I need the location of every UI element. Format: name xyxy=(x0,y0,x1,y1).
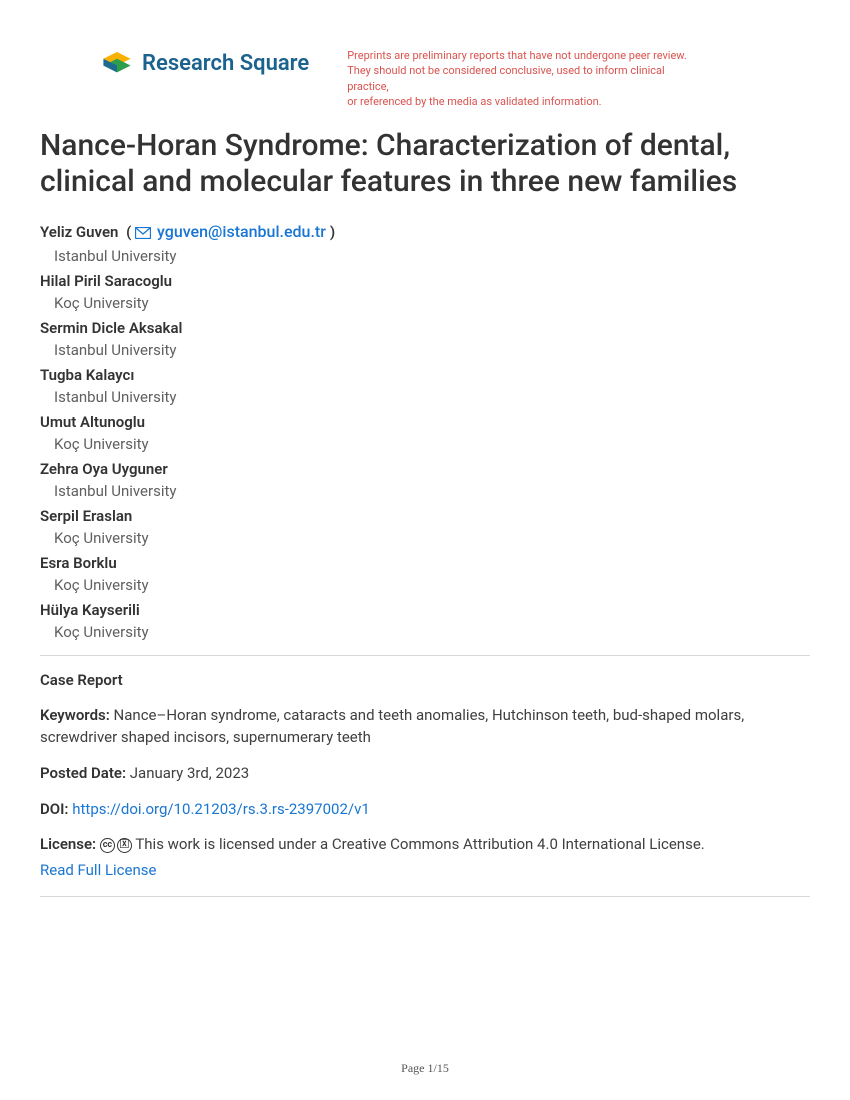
author-affiliation: Koç University xyxy=(54,435,810,453)
doi-link[interactable]: https://doi.org/10.21203/rs.3.rs-2397002… xyxy=(72,800,370,818)
doi-label: DOI: xyxy=(40,800,69,818)
posted-date-row: Posted Date: January 3rd, 2023 xyxy=(40,763,810,785)
author-name: Hilal Piril Saracoglu xyxy=(40,272,172,290)
email-close-paren: ) xyxy=(330,223,335,241)
divider xyxy=(40,655,810,656)
author-name: Hülya Kayserili xyxy=(40,601,140,619)
author-name: Tugba Kalaycı xyxy=(40,366,134,384)
license-text: This work is licensed under a Creative C… xyxy=(135,835,704,853)
author-affiliation: Istanbul University xyxy=(54,341,810,359)
author-email-link[interactable]: yguven@istanbul.edu.tr xyxy=(157,222,326,241)
author-affiliation: Koç University xyxy=(54,623,810,641)
keywords-label: Keywords: xyxy=(40,706,110,724)
author-entry: Sermin Dicle Aksakal xyxy=(40,318,810,337)
author-name: Esra Borklu xyxy=(40,554,117,572)
author-affiliation: Koç University xyxy=(54,294,810,312)
author-name: Umut Altunoglu xyxy=(40,413,145,431)
author-entry: Umut Altunoglu xyxy=(40,412,810,431)
author-affiliation: Istanbul University xyxy=(54,247,810,265)
author-entry: Hilal Piril Saracoglu xyxy=(40,271,810,290)
license-label: License: xyxy=(40,835,96,853)
author-entry: Zehra Oya Uyguner xyxy=(40,459,810,478)
license-row: License: cc🅇 This work is licensed under… xyxy=(40,834,810,882)
author-entry: Yeliz Guven ( yguven@istanbul.edu.tr ) xyxy=(40,222,810,243)
author-affiliation: Koç University xyxy=(54,529,810,547)
header: Research Square Preprints are preliminar… xyxy=(40,48,810,110)
email-open-paren: ( xyxy=(122,223,135,241)
author-affiliation: Istanbul University xyxy=(54,388,810,406)
author-entry: Serpil Eraslan xyxy=(40,506,810,525)
posted-date-label: Posted Date: xyxy=(40,764,126,782)
email-icon xyxy=(135,224,151,243)
author-name: Zehra Oya Uyguner xyxy=(40,460,168,478)
disclaimer-line: or referenced by the media as validated … xyxy=(347,94,707,109)
cc-badge-icon: cc🅇 xyxy=(100,838,132,853)
author-name: Yeliz Guven xyxy=(40,223,118,241)
author-entry: Tugba Kalaycı xyxy=(40,365,810,384)
brand-logo: Research Square xyxy=(100,48,309,78)
author-list: Yeliz Guven ( yguven@istanbul.edu.tr ) I… xyxy=(40,222,810,641)
preprint-disclaimer: Preprints are preliminary reports that h… xyxy=(347,48,707,110)
article-title: Nance-Horan Syndrome: Characterization o… xyxy=(40,128,810,200)
author-name: Serpil Eraslan xyxy=(40,507,132,525)
disclaimer-line: Preprints are preliminary reports that h… xyxy=(347,48,707,63)
brand-name: Research Square xyxy=(142,51,309,76)
research-square-icon xyxy=(100,48,134,78)
author-affiliation: Istanbul University xyxy=(54,482,810,500)
read-license-link[interactable]: Read Full License xyxy=(40,860,156,882)
author-affiliation: Koç University xyxy=(54,576,810,594)
keywords-value: Nance–Horan syndrome, cataracts and teet… xyxy=(40,706,744,746)
divider xyxy=(40,896,810,897)
article-type: Case Report xyxy=(40,671,123,689)
keywords-row: Keywords: Nance–Horan syndrome, cataract… xyxy=(40,705,810,749)
author-name: Sermin Dicle Aksakal xyxy=(40,319,182,337)
disclaimer-line: They should not be considered conclusive… xyxy=(347,63,707,94)
metadata-section: Case Report Keywords: Nance–Horan syndro… xyxy=(40,670,810,882)
page-number: Page 1/15 xyxy=(0,1061,850,1076)
author-entry: Esra Borklu xyxy=(40,553,810,572)
posted-date-value: January 3rd, 2023 xyxy=(130,764,249,782)
doi-row: DOI: https://doi.org/10.21203/rs.3.rs-23… xyxy=(40,799,810,821)
author-entry: Hülya Kayserili xyxy=(40,600,810,619)
